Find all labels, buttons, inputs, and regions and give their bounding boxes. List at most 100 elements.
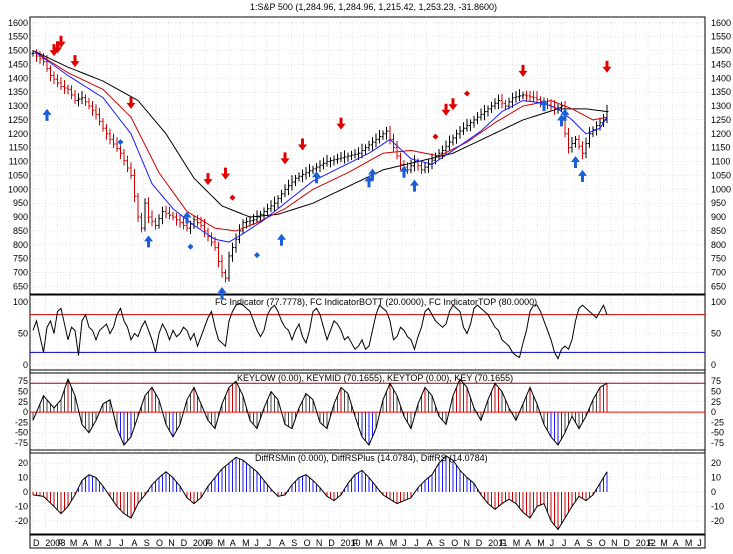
sell-arrow-icon xyxy=(56,35,66,48)
y-tick-label: -10 xyxy=(711,501,724,511)
x-tick-label: N xyxy=(168,538,175,548)
buy-arrow-icon xyxy=(182,211,192,224)
x-tick-label: M xyxy=(537,538,545,548)
sell-arrow-icon xyxy=(126,96,136,109)
y-tick-label: 1000 xyxy=(711,184,731,194)
buy-diamond-icon xyxy=(187,243,194,250)
x-tick-label: F xyxy=(205,538,211,548)
x-tick-label: F xyxy=(648,538,654,548)
diffrs-panel xyxy=(32,455,608,531)
price-panel-title: 1:S&P 500 (1,284.96, 1,284.96, 1,215.42,… xyxy=(250,2,497,12)
y-tick-label: 650 xyxy=(711,281,726,291)
x-tick-label: A xyxy=(230,538,236,548)
buy-arrow-icon xyxy=(410,179,419,192)
y-tick-label: 0 xyxy=(711,360,716,370)
x-tick-label: 2008 xyxy=(45,538,65,548)
x-tick-label: A xyxy=(574,538,580,548)
x-tick-label: M xyxy=(242,538,250,548)
panel-frame xyxy=(29,16,706,296)
y-tick-label: 1100 xyxy=(711,157,730,167)
sell-diamond-icon xyxy=(229,194,236,201)
diffrs-panel-title: DiffRSMin (0.000), DiffRSPlus (14.0784),… xyxy=(255,453,488,463)
y-tick-label: -75 xyxy=(711,438,724,448)
y-tick-label: -50 xyxy=(711,428,724,438)
x-tick-label: J xyxy=(119,538,124,548)
x-tick-label: F xyxy=(353,538,359,548)
y-tick-label: 20 xyxy=(711,458,721,468)
y-tick-label: 100 xyxy=(13,297,28,307)
y-tick-label: 0 xyxy=(711,487,716,497)
x-tick-label: 2011 xyxy=(488,538,507,548)
y-tick-label: -10 xyxy=(15,501,28,511)
x-tick-label: D xyxy=(181,538,188,548)
y-tick-label: 0 xyxy=(23,407,28,417)
sell-arrow-icon xyxy=(602,60,612,73)
moving-average-mid xyxy=(32,50,608,232)
buy-arrow-icon xyxy=(578,169,587,182)
y-tick-label: 900 xyxy=(711,212,726,222)
y-tick-label: 1000 xyxy=(8,184,28,194)
x-tick-label: A xyxy=(279,538,285,548)
x-tick-label: M xyxy=(660,538,668,548)
y-tick-label: 1200 xyxy=(8,129,28,139)
x-tick-label: M xyxy=(365,538,373,548)
x-tick-label: O xyxy=(599,538,606,548)
y-tick-label: 1550 xyxy=(711,32,731,42)
y-tick-label: 1300 xyxy=(8,101,28,111)
x-tick-label: F xyxy=(500,538,506,548)
sell-diamond-icon xyxy=(464,90,470,97)
x-tick-label: N xyxy=(316,538,323,548)
y-tick-label: -75 xyxy=(15,438,28,448)
y-tick-label: 1500 xyxy=(8,46,28,56)
y-tick-label: 0 xyxy=(23,360,28,370)
y-tick-label: -25 xyxy=(711,417,724,427)
x-tick-label: S xyxy=(587,538,593,548)
fc-indicator-line xyxy=(32,302,608,360)
panel-frame xyxy=(29,369,706,454)
sell-arrow-icon xyxy=(441,103,451,116)
key-panel xyxy=(30,377,705,446)
fc-panel-title: FC Indicator (77.7778), FC IndicatorBOTT… xyxy=(215,297,537,307)
y-tick-label: 1300 xyxy=(711,101,731,111)
buy-arrow-icon xyxy=(217,287,227,300)
sell-arrow-icon xyxy=(280,152,290,165)
y-tick-label: 850 xyxy=(711,226,726,236)
fc-indicator-panel xyxy=(30,302,705,360)
x-tick-label: A xyxy=(673,538,679,548)
x-tick-label: M xyxy=(218,538,226,548)
y-tick-label: 1350 xyxy=(711,87,731,97)
y-tick-label: 1150 xyxy=(9,143,28,153)
y-tick-label: 1150 xyxy=(711,143,730,153)
x-tick-label: N xyxy=(611,538,618,548)
x-tick-label: 2009 xyxy=(193,538,213,548)
buy-diamond-icon xyxy=(254,252,260,259)
y-tick-label: 850 xyxy=(13,226,28,236)
buy-arrow-icon xyxy=(399,165,409,178)
y-tick-label: 10 xyxy=(711,473,721,483)
sell-arrow-icon xyxy=(70,55,80,68)
y-tick-label: 800 xyxy=(711,240,726,250)
sell-arrow-icon xyxy=(221,167,230,180)
y-tick-label: 50 xyxy=(711,387,721,397)
y-tick-label: 50 xyxy=(18,387,28,397)
y-tick-label: 75 xyxy=(711,376,721,386)
y-tick-label: 700 xyxy=(13,268,28,278)
x-tick-label: M xyxy=(390,538,398,548)
x-tick-label: D xyxy=(328,538,335,548)
x-tick-label: F xyxy=(58,538,64,548)
y-tick-label: 1500 xyxy=(711,46,731,56)
diffrs-line xyxy=(32,455,608,531)
x-tick-label: O xyxy=(156,538,163,548)
y-tick-label: 25 xyxy=(18,397,28,407)
sell-arrow-icon xyxy=(53,41,62,54)
x-tick-label: A xyxy=(377,538,383,548)
buy-arrow-icon xyxy=(560,108,570,121)
buy-arrow-icon xyxy=(277,233,286,246)
x-tick-label: D xyxy=(623,538,630,548)
x-tick-label: J xyxy=(267,538,272,548)
y-tick-label: 1400 xyxy=(711,73,731,83)
price-panel xyxy=(31,35,612,300)
